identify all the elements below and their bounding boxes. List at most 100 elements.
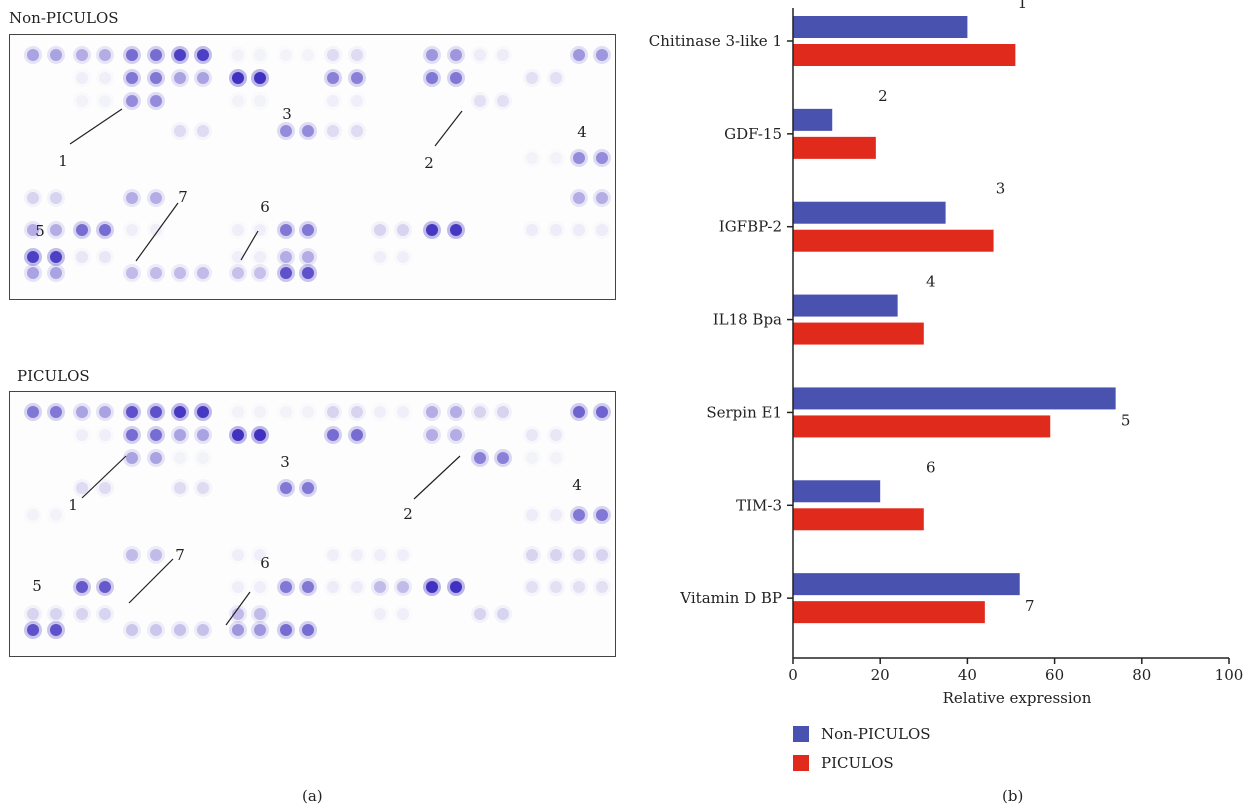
blot-spot [99, 95, 111, 107]
blot-spot [280, 624, 292, 636]
legend-swatch-piculos [793, 755, 809, 771]
blot-spot-halo [47, 46, 65, 64]
blot-spot [573, 406, 585, 418]
blot-spot [302, 624, 314, 636]
blot-spot-halo [24, 46, 42, 64]
blot-spot [99, 581, 111, 593]
blot-spot-halo [147, 449, 165, 467]
blot-spot [254, 581, 266, 593]
blot-spot [76, 406, 88, 418]
blot-spot [327, 125, 339, 137]
blot-spot [150, 406, 162, 418]
blot-spot [99, 482, 111, 494]
blot-spot [126, 549, 138, 561]
blot-spot-halo [194, 479, 212, 497]
spot-label: 5 [32, 577, 42, 595]
blot-spot-halo [147, 264, 165, 282]
blot-spot [351, 406, 363, 418]
legend-item-non-piculos: Non-PICULOS [793, 725, 931, 743]
blot-spot-halo [47, 264, 65, 282]
legend-label-non-piculos: Non-PICULOS [821, 725, 931, 743]
blot-spot [596, 49, 608, 61]
blot-spot-halo [394, 578, 412, 596]
blot-spot-halo [194, 69, 212, 87]
blot-spot-halo [324, 403, 342, 421]
blot-spot-halo [123, 92, 141, 110]
blot-spot [197, 72, 209, 84]
blot-spot [596, 549, 608, 561]
blot-spot [197, 49, 209, 61]
spot-leader-line [225, 591, 251, 626]
blot-spot-halo [73, 479, 91, 497]
blot-spot [397, 581, 409, 593]
blot-spot [232, 49, 244, 61]
blot-spot-halo [593, 46, 611, 64]
blot-spot-halo [171, 122, 189, 140]
blot-spot [280, 224, 292, 236]
blot-spot-halo [24, 605, 42, 623]
blot-spot [174, 72, 186, 84]
blot-spot-halo [348, 122, 366, 140]
panel-a-caption: (a) [302, 787, 323, 805]
blot-spot-halo [147, 92, 165, 110]
blot-spot [374, 549, 386, 561]
blot-spot [150, 224, 162, 236]
blot-spot [150, 192, 162, 204]
spot-label: 6 [260, 554, 270, 572]
blot-spot [197, 452, 209, 464]
blot-spot [76, 581, 88, 593]
blot-spot-halo [229, 621, 247, 639]
blot-spot-halo [96, 403, 114, 421]
blot-spot [302, 581, 314, 593]
blot-spot [374, 581, 386, 593]
blot-spot [302, 251, 314, 263]
blot-spot [27, 624, 39, 636]
blot-spot [50, 624, 62, 636]
blot-spot [174, 429, 186, 441]
blot-spot [27, 192, 39, 204]
blot-spot [351, 125, 363, 137]
blot-spot [197, 125, 209, 137]
blot-spot-halo [123, 189, 141, 207]
blot-spot [76, 482, 88, 494]
category-label: GDF-15 [724, 125, 782, 143]
spot-leader-line [69, 108, 123, 145]
blot-spot [450, 406, 462, 418]
blot-spot [232, 624, 244, 636]
blot-spot-halo [447, 46, 465, 64]
blot-spot [150, 267, 162, 279]
blot-spot-halo [570, 149, 588, 167]
blot-spot [99, 224, 111, 236]
blot-spot [302, 267, 314, 279]
spot-label: 3 [280, 453, 290, 471]
blot-spot-halo [494, 605, 512, 623]
blot-spot [596, 406, 608, 418]
blot-spot [232, 95, 244, 107]
blot-spot [397, 608, 409, 620]
category-label: Serpin E1 [706, 403, 782, 421]
blot-spot-halo [277, 122, 295, 140]
blot-spot [351, 429, 363, 441]
blot-spot [232, 581, 244, 593]
blot-spots-piculos: 1 2 3 4 5 6 7 [24, 403, 611, 639]
blot-spot [150, 49, 162, 61]
spot-label: 2 [403, 505, 413, 523]
spot-label: 4 [572, 476, 582, 494]
blot-spot [474, 95, 486, 107]
bar-piculos [793, 601, 985, 624]
blot-spot-halo [147, 621, 165, 639]
blot-spot [126, 624, 138, 636]
blot-spot [197, 267, 209, 279]
blot-spot [76, 251, 88, 263]
spot-label: 5 [35, 222, 45, 240]
blot-spot [550, 152, 562, 164]
blot-spot [596, 509, 608, 521]
blot-spot-halo [47, 189, 65, 207]
blot-spot [254, 72, 266, 84]
blot-spot [232, 549, 244, 561]
blot-spot [232, 429, 244, 441]
blot-spot-halo [394, 221, 412, 239]
blot-spot-halo [570, 46, 588, 64]
blot-spot [27, 251, 39, 263]
blot-spot-halo [423, 426, 441, 444]
